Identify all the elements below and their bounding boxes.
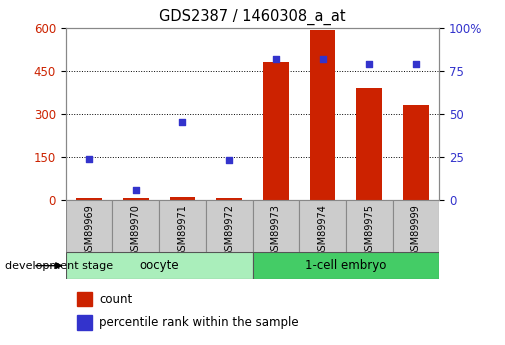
- Bar: [403, 105, 429, 200]
- FancyBboxPatch shape: [66, 200, 113, 252]
- Text: percentile rank within the sample: percentile rank within the sample: [99, 316, 299, 329]
- FancyBboxPatch shape: [252, 252, 439, 279]
- Point: [132, 187, 140, 193]
- Bar: [170, 197, 195, 200]
- FancyBboxPatch shape: [206, 200, 252, 252]
- Text: GSM89975: GSM89975: [364, 204, 374, 257]
- Point: [85, 156, 93, 161]
- Text: count: count: [99, 293, 132, 306]
- FancyBboxPatch shape: [393, 200, 439, 252]
- Bar: [77, 292, 92, 306]
- Text: development stage: development stage: [5, 262, 113, 271]
- Point: [365, 61, 373, 67]
- Point: [225, 158, 233, 163]
- Text: GSM89974: GSM89974: [318, 204, 328, 257]
- Bar: [123, 198, 148, 200]
- Bar: [77, 315, 92, 330]
- Point: [319, 56, 327, 61]
- FancyBboxPatch shape: [66, 252, 252, 279]
- Text: GSM89973: GSM89973: [271, 204, 281, 257]
- FancyBboxPatch shape: [252, 200, 299, 252]
- Bar: [263, 62, 289, 200]
- Point: [412, 61, 420, 67]
- Text: 1-cell embryo: 1-cell embryo: [305, 259, 387, 272]
- Bar: [216, 198, 242, 200]
- Text: GSM89971: GSM89971: [177, 204, 187, 257]
- FancyBboxPatch shape: [299, 200, 346, 252]
- Point: [178, 120, 186, 125]
- FancyBboxPatch shape: [159, 200, 206, 252]
- FancyBboxPatch shape: [113, 200, 159, 252]
- FancyBboxPatch shape: [346, 200, 393, 252]
- Text: oocyte: oocyte: [139, 259, 179, 272]
- Text: GSM89999: GSM89999: [411, 204, 421, 257]
- Text: GSM89969: GSM89969: [84, 204, 94, 257]
- Point: [272, 56, 280, 61]
- Title: GDS2387 / 1460308_a_at: GDS2387 / 1460308_a_at: [159, 9, 346, 25]
- Text: GSM89972: GSM89972: [224, 204, 234, 257]
- Text: GSM89970: GSM89970: [131, 204, 141, 257]
- Bar: [76, 198, 102, 200]
- Bar: [357, 88, 382, 200]
- Bar: [310, 30, 335, 200]
